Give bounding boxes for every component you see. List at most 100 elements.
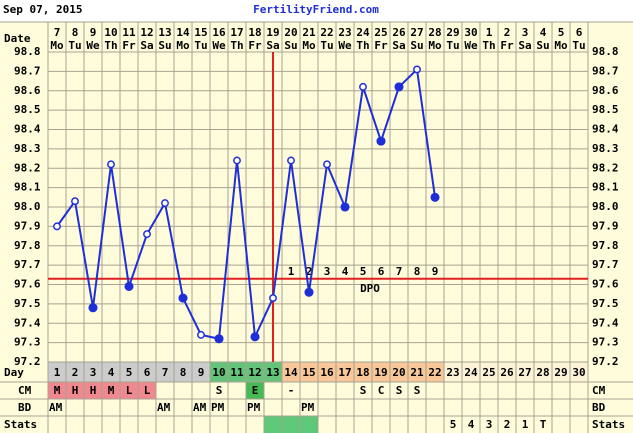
temperature-point bbox=[214, 334, 224, 344]
day-number: 10 bbox=[212, 366, 225, 379]
stats-cell bbox=[300, 416, 318, 433]
bd-value: PM bbox=[211, 401, 225, 414]
day-cell bbox=[462, 362, 480, 382]
date-label: 3 bbox=[522, 26, 529, 39]
y-tick-label-right: 98.2 bbox=[592, 161, 619, 174]
temperature-point bbox=[250, 332, 260, 342]
day-number: 5 bbox=[126, 366, 133, 379]
day-cell bbox=[246, 362, 264, 382]
cm-value: L bbox=[144, 384, 151, 397]
dpo-label: 4 bbox=[342, 265, 349, 278]
temperature-point-open bbox=[287, 156, 295, 165]
weekday-label: Tu bbox=[446, 39, 459, 52]
cm-value: S bbox=[216, 384, 223, 397]
y-tick-label: 97.8 bbox=[14, 239, 41, 252]
weekday-label: We bbox=[212, 39, 226, 52]
y-tick-label-right: 97.6 bbox=[592, 278, 619, 291]
day-cell bbox=[336, 362, 354, 382]
temperature-point-open bbox=[143, 230, 151, 239]
day-number: 17 bbox=[338, 366, 351, 379]
day-cell bbox=[534, 362, 552, 382]
y-tick-label: 98.4 bbox=[14, 123, 41, 136]
cm-value: - bbox=[288, 384, 295, 397]
stats-value: 4 bbox=[468, 418, 475, 431]
date-label: 22 bbox=[320, 26, 333, 39]
y-tick-label: 97.5 bbox=[14, 297, 41, 310]
date-label: 4 bbox=[540, 26, 547, 39]
weekday-label: We bbox=[338, 39, 352, 52]
day-cell bbox=[552, 362, 570, 382]
day-cell bbox=[174, 362, 192, 382]
day-number: 22 bbox=[428, 366, 441, 379]
y-tick-label: 98.5 bbox=[14, 103, 41, 116]
weekday-label: We bbox=[464, 39, 478, 52]
stats-value: T bbox=[540, 418, 547, 431]
row-label-right: Stats bbox=[592, 418, 625, 431]
dpo-label: 6 bbox=[378, 265, 385, 278]
day-cell bbox=[300, 362, 318, 382]
day-number: 18 bbox=[356, 366, 369, 379]
cm-cell bbox=[84, 382, 102, 399]
temperature-point-open bbox=[359, 82, 367, 91]
day-number: 12 bbox=[248, 366, 261, 379]
weekday-label: Th bbox=[230, 39, 243, 52]
date-label: 1 bbox=[486, 26, 493, 39]
cm-value: S bbox=[396, 384, 403, 397]
weekday-label: Mo bbox=[50, 39, 64, 52]
date-label: 15 bbox=[194, 26, 207, 39]
dpo-label: 2 bbox=[306, 265, 313, 278]
temperature-point bbox=[178, 293, 188, 303]
day-cell bbox=[372, 362, 390, 382]
row-label: Day bbox=[4, 366, 24, 379]
dpo-label: 7 bbox=[396, 265, 403, 278]
y-tick-label: 97.7 bbox=[14, 258, 41, 271]
temperature-point bbox=[88, 303, 98, 313]
day-number: 29 bbox=[554, 366, 567, 379]
dpo-label: 5 bbox=[360, 265, 367, 278]
temperature-point-open bbox=[71, 197, 79, 206]
cm-value: H bbox=[90, 384, 97, 397]
day-cell bbox=[498, 362, 516, 382]
date-label: 19 bbox=[266, 26, 279, 39]
date-label: 9 bbox=[90, 26, 97, 39]
dpo-label: 1 bbox=[288, 265, 295, 278]
temperature-point-open bbox=[197, 330, 205, 339]
date-label: 6 bbox=[576, 26, 583, 39]
y-tick-label: 97.2 bbox=[14, 355, 41, 368]
y-tick-label: 98.0 bbox=[14, 200, 41, 213]
day-number: 20 bbox=[392, 366, 405, 379]
header-date: Sep 07, 2015 bbox=[3, 3, 82, 16]
weekday-label: Su bbox=[536, 39, 549, 52]
date-label: 21 bbox=[302, 26, 316, 39]
day-cell bbox=[264, 362, 282, 382]
cm-value: S bbox=[414, 384, 421, 397]
date-label: 13 bbox=[158, 26, 171, 39]
dpo-text: DPO bbox=[360, 282, 380, 295]
day-cell bbox=[102, 362, 120, 382]
day-cell bbox=[318, 362, 336, 382]
temperature-point bbox=[376, 136, 386, 146]
y-tick-label: 98.8 bbox=[14, 45, 41, 58]
weekday-label: Sa bbox=[266, 39, 279, 52]
day-cell bbox=[444, 362, 462, 382]
weekday-label: Su bbox=[410, 39, 423, 52]
temperature-point bbox=[340, 202, 350, 212]
stats-value: 5 bbox=[450, 418, 457, 431]
weekday-label: We bbox=[86, 39, 100, 52]
date-label: 5 bbox=[558, 26, 565, 39]
cm-cell bbox=[66, 382, 84, 399]
row-label-right: CM bbox=[592, 384, 606, 397]
date-label: 2 bbox=[504, 26, 511, 39]
y-tick-label-right: 98.6 bbox=[592, 84, 619, 97]
weekday-label: Mo bbox=[428, 39, 442, 52]
temperature-point bbox=[394, 82, 404, 92]
y-tick-label: 98.6 bbox=[14, 84, 41, 97]
date-label: 24 bbox=[356, 26, 370, 39]
y-tick-label-right: 98.5 bbox=[592, 103, 619, 116]
day-number: 7 bbox=[162, 366, 169, 379]
y-tick-label-right: 98.1 bbox=[592, 181, 619, 194]
cm-value: M bbox=[54, 384, 61, 397]
site-link[interactable]: FertilityFriend.com bbox=[253, 3, 379, 16]
day-number: 14 bbox=[284, 366, 298, 379]
